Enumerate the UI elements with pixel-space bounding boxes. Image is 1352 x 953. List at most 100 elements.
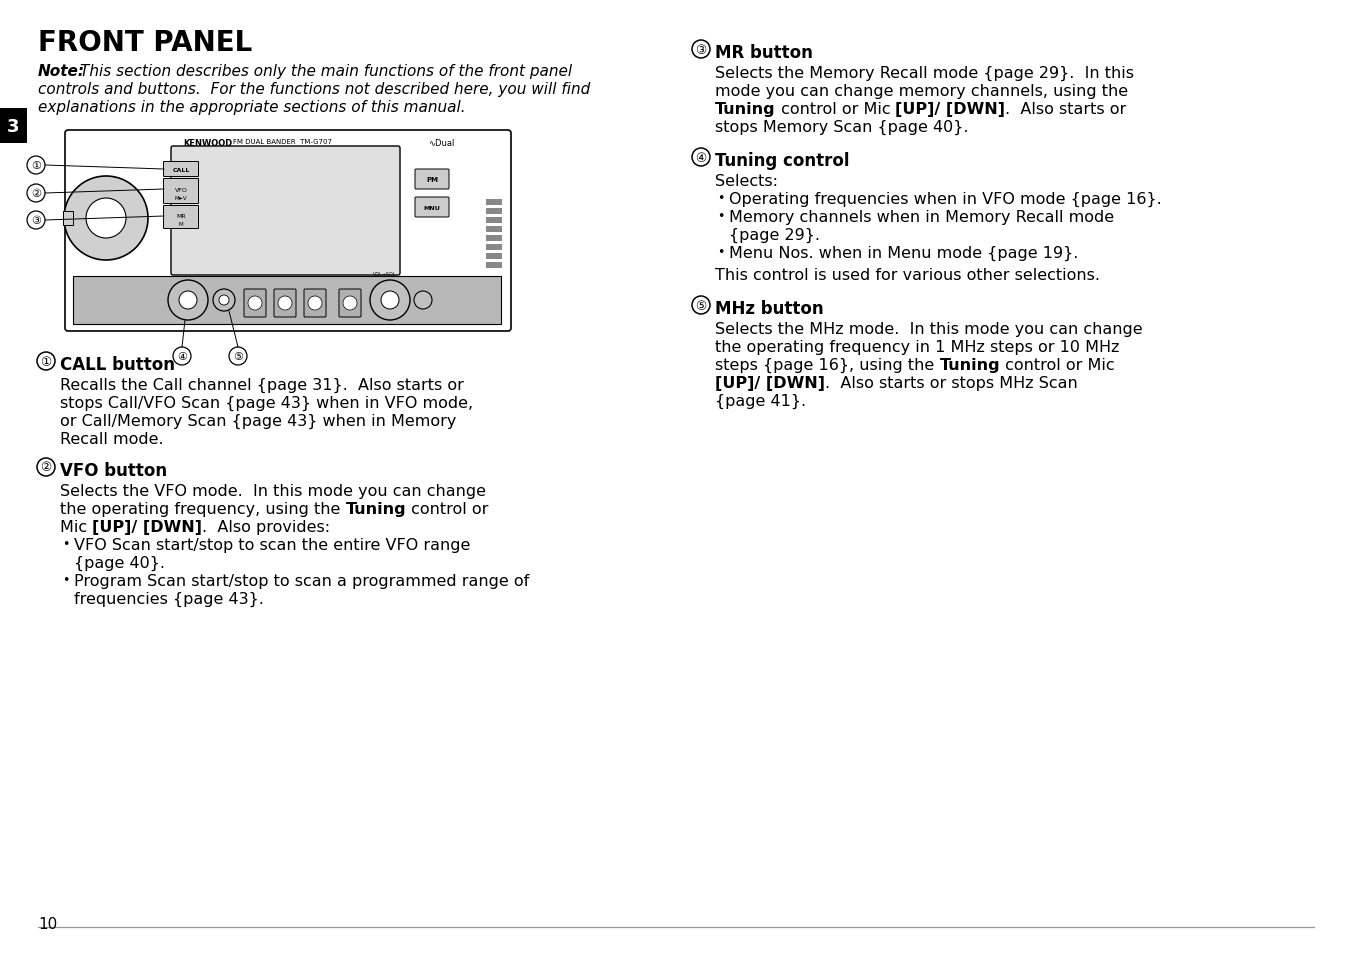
FancyBboxPatch shape (170, 147, 400, 275)
FancyBboxPatch shape (65, 131, 511, 332)
Text: Tuning: Tuning (715, 102, 776, 117)
Text: {page 41}.: {page 41}. (715, 394, 806, 409)
Circle shape (214, 290, 235, 312)
Text: stops Call/VFO Scan {page 43} when in VFO mode,: stops Call/VFO Scan {page 43} when in VF… (59, 395, 473, 411)
Circle shape (219, 295, 228, 306)
Text: ②: ② (31, 189, 41, 199)
Circle shape (247, 296, 262, 311)
Text: the operating frequency, using the: the operating frequency, using the (59, 501, 346, 517)
FancyBboxPatch shape (339, 290, 361, 317)
Bar (485, 200, 502, 206)
Text: Menu Nos. when in Menu mode {page 19}.: Menu Nos. when in Menu mode {page 19}. (729, 246, 1079, 261)
Text: ①: ① (31, 161, 41, 171)
Text: Selects the MHz mode.  In this mode you can change: Selects the MHz mode. In this mode you c… (715, 322, 1142, 336)
Bar (485, 218, 502, 224)
Text: .  Also starts or stops MHz Scan: . Also starts or stops MHz Scan (825, 375, 1078, 391)
Text: ③: ③ (31, 215, 41, 226)
Text: ②: ② (41, 461, 51, 474)
Text: Selects:: Selects: (715, 173, 777, 189)
Text: [UP]/ [DWN]: [UP]/ [DWN] (895, 102, 1006, 117)
FancyBboxPatch shape (415, 170, 449, 190)
FancyBboxPatch shape (164, 179, 199, 204)
Text: MNU: MNU (423, 205, 441, 211)
Bar (73, 276, 502, 325)
Circle shape (37, 353, 55, 371)
Circle shape (168, 281, 208, 320)
Text: .  Also starts or: . Also starts or (1006, 102, 1126, 117)
Text: FRONT PANEL: FRONT PANEL (38, 29, 253, 57)
Text: PM: PM (426, 177, 438, 183)
Text: ①: ① (41, 355, 51, 368)
Text: control or: control or (406, 501, 488, 517)
Text: Tuning control: Tuning control (715, 152, 849, 170)
Text: control or Mic: control or Mic (1000, 357, 1114, 373)
Text: CALL button: CALL button (59, 355, 174, 374)
Bar (485, 263, 502, 269)
Circle shape (87, 199, 126, 239)
Text: This control is used for various other selections.: This control is used for various other s… (715, 268, 1101, 283)
Bar (0, 109, 27, 144)
Text: mode you can change memory channels, using the: mode you can change memory channels, usi… (715, 84, 1128, 99)
Text: 10: 10 (38, 916, 57, 931)
Text: or Call/Memory Scan {page 43} when in Memory: or Call/Memory Scan {page 43} when in Me… (59, 414, 457, 429)
Text: •: • (717, 246, 725, 258)
Text: controls and buttons.  For the functions not described here, you will find: controls and buttons. For the functions … (38, 82, 591, 97)
Text: •: • (62, 574, 69, 586)
Text: stops Memory Scan {page 40}.: stops Memory Scan {page 40}. (715, 120, 968, 135)
Circle shape (692, 41, 710, 59)
Circle shape (37, 458, 55, 476)
Text: MR button: MR button (715, 44, 813, 62)
Bar (485, 235, 502, 242)
Text: ④: ④ (177, 352, 187, 361)
Text: ⑤: ⑤ (233, 352, 243, 361)
Text: {page 29}.: {page 29}. (729, 228, 821, 243)
Text: Program Scan start/stop to scan a programmed range of: Program Scan start/stop to scan a progra… (74, 574, 529, 588)
Text: steps {page 16}, using the: steps {page 16}, using the (715, 357, 940, 373)
Text: .  Also provides:: . Also provides: (203, 519, 330, 535)
Text: ⑤: ⑤ (695, 299, 707, 313)
Text: M: M (178, 221, 184, 226)
FancyBboxPatch shape (274, 290, 296, 317)
Circle shape (381, 292, 399, 310)
Text: Mic: Mic (59, 519, 92, 535)
Text: 3: 3 (7, 117, 20, 135)
Text: FM DUAL BANDER  TM-G707: FM DUAL BANDER TM-G707 (233, 139, 333, 145)
Text: VFO: VFO (174, 188, 188, 193)
Text: •: • (717, 210, 725, 223)
Text: Tuning: Tuning (346, 501, 406, 517)
Text: [UP]/ [DWN]: [UP]/ [DWN] (92, 519, 203, 535)
Text: •: • (62, 537, 69, 551)
Circle shape (370, 281, 410, 320)
Circle shape (692, 296, 710, 314)
FancyBboxPatch shape (243, 290, 266, 317)
Text: VOL→SQL: VOL→SQL (373, 272, 396, 276)
Circle shape (27, 185, 45, 203)
Text: Recalls the Call channel {page 31}.  Also starts or: Recalls the Call channel {page 31}. Also… (59, 377, 464, 393)
Text: the operating frequency in 1 MHz steps or 10 MHz: the operating frequency in 1 MHz steps o… (715, 339, 1119, 355)
Bar (64, 212, 73, 226)
Text: Note:: Note: (38, 64, 85, 79)
Text: Operating frequencies when in VFO mode {page 16}.: Operating frequencies when in VFO mode {… (729, 192, 1161, 207)
Text: M►V: M►V (174, 195, 188, 200)
Bar (485, 209, 502, 214)
FancyBboxPatch shape (164, 206, 199, 230)
Text: VFO Scan start/stop to scan the entire VFO range: VFO Scan start/stop to scan the entire V… (74, 537, 470, 553)
FancyBboxPatch shape (415, 198, 449, 218)
Text: {page 40}.: {page 40}. (74, 556, 165, 571)
Circle shape (692, 149, 710, 167)
Text: Tuning: Tuning (940, 357, 1000, 373)
Text: This section describes only the main functions of the front panel: This section describes only the main fun… (80, 64, 572, 79)
Circle shape (173, 348, 191, 366)
Text: [UP]/ [DWN]: [UP]/ [DWN] (715, 375, 825, 391)
Circle shape (279, 296, 292, 311)
Circle shape (228, 348, 247, 366)
FancyBboxPatch shape (164, 162, 199, 177)
Text: Memory channels when in Memory Recall mode: Memory channels when in Memory Recall mo… (729, 210, 1114, 225)
Bar (485, 245, 502, 251)
FancyBboxPatch shape (304, 290, 326, 317)
Text: frequencies {page 43}.: frequencies {page 43}. (74, 592, 264, 606)
Bar (485, 227, 502, 233)
Text: ④: ④ (695, 152, 707, 164)
Text: VFO button: VFO button (59, 461, 168, 479)
Text: MHz button: MHz button (715, 299, 823, 317)
